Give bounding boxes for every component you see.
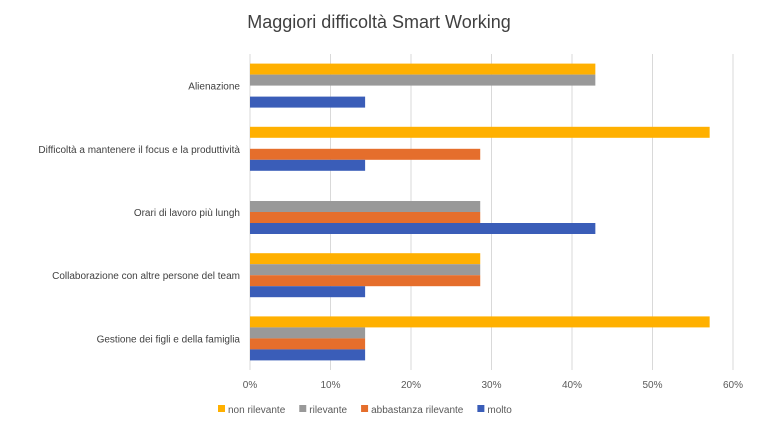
bar [250, 74, 596, 86]
bar [250, 148, 481, 160]
legend-swatch [218, 405, 225, 412]
chart-title: Maggiori difficoltà Smart Working [247, 12, 510, 32]
category-label: Orari di lavoro più lungh [134, 208, 240, 219]
legend-swatch [361, 405, 369, 412]
bar [250, 96, 366, 108]
bar [250, 212, 481, 223]
bar [250, 126, 710, 138]
x-tick-label: 50% [642, 380, 662, 391]
legend-label: non rilevante [228, 405, 286, 416]
bar [250, 223, 596, 234]
legend-label: rilevante [309, 405, 347, 416]
bar [250, 253, 481, 265]
x-tick-label: 0% [243, 380, 258, 391]
x-tick-label: 20% [401, 380, 421, 391]
legend-swatch [477, 405, 485, 412]
bar [250, 286, 366, 298]
bar [250, 338, 366, 350]
x-tick-label: 30% [481, 380, 501, 391]
legend-swatch [299, 405, 307, 412]
category-label: Gestione dei figli e della famiglia [97, 334, 241, 345]
category-label: Alienazione [188, 82, 240, 93]
bar [250, 201, 481, 212]
x-tick-label: 40% [562, 380, 582, 391]
bar [250, 275, 481, 287]
category-labels: Alienazione Difficoltà a mantenere il foc… [38, 82, 240, 346]
bar [250, 63, 596, 75]
bars [250, 63, 710, 361]
legend-label: molto [487, 405, 512, 416]
bar [250, 349, 366, 361]
legend: non rilevante rilevante abbastanza rilevan… [218, 405, 512, 416]
x-tick-label: 60% [723, 380, 743, 391]
category-label: Difficoltà a mantenere il focus e la pro… [38, 145, 240, 156]
bar [250, 327, 366, 339]
category-label: Collaborazione con altre persone del tea… [52, 271, 240, 282]
x-tick-labels: 0% 10% 20% 30% 40% 50% 60% [243, 380, 743, 391]
x-tick-label: 10% [320, 380, 340, 391]
bar [250, 159, 366, 171]
bar [250, 264, 481, 276]
legend-label: abbastanza rilevante [371, 405, 464, 416]
bar [250, 316, 710, 328]
